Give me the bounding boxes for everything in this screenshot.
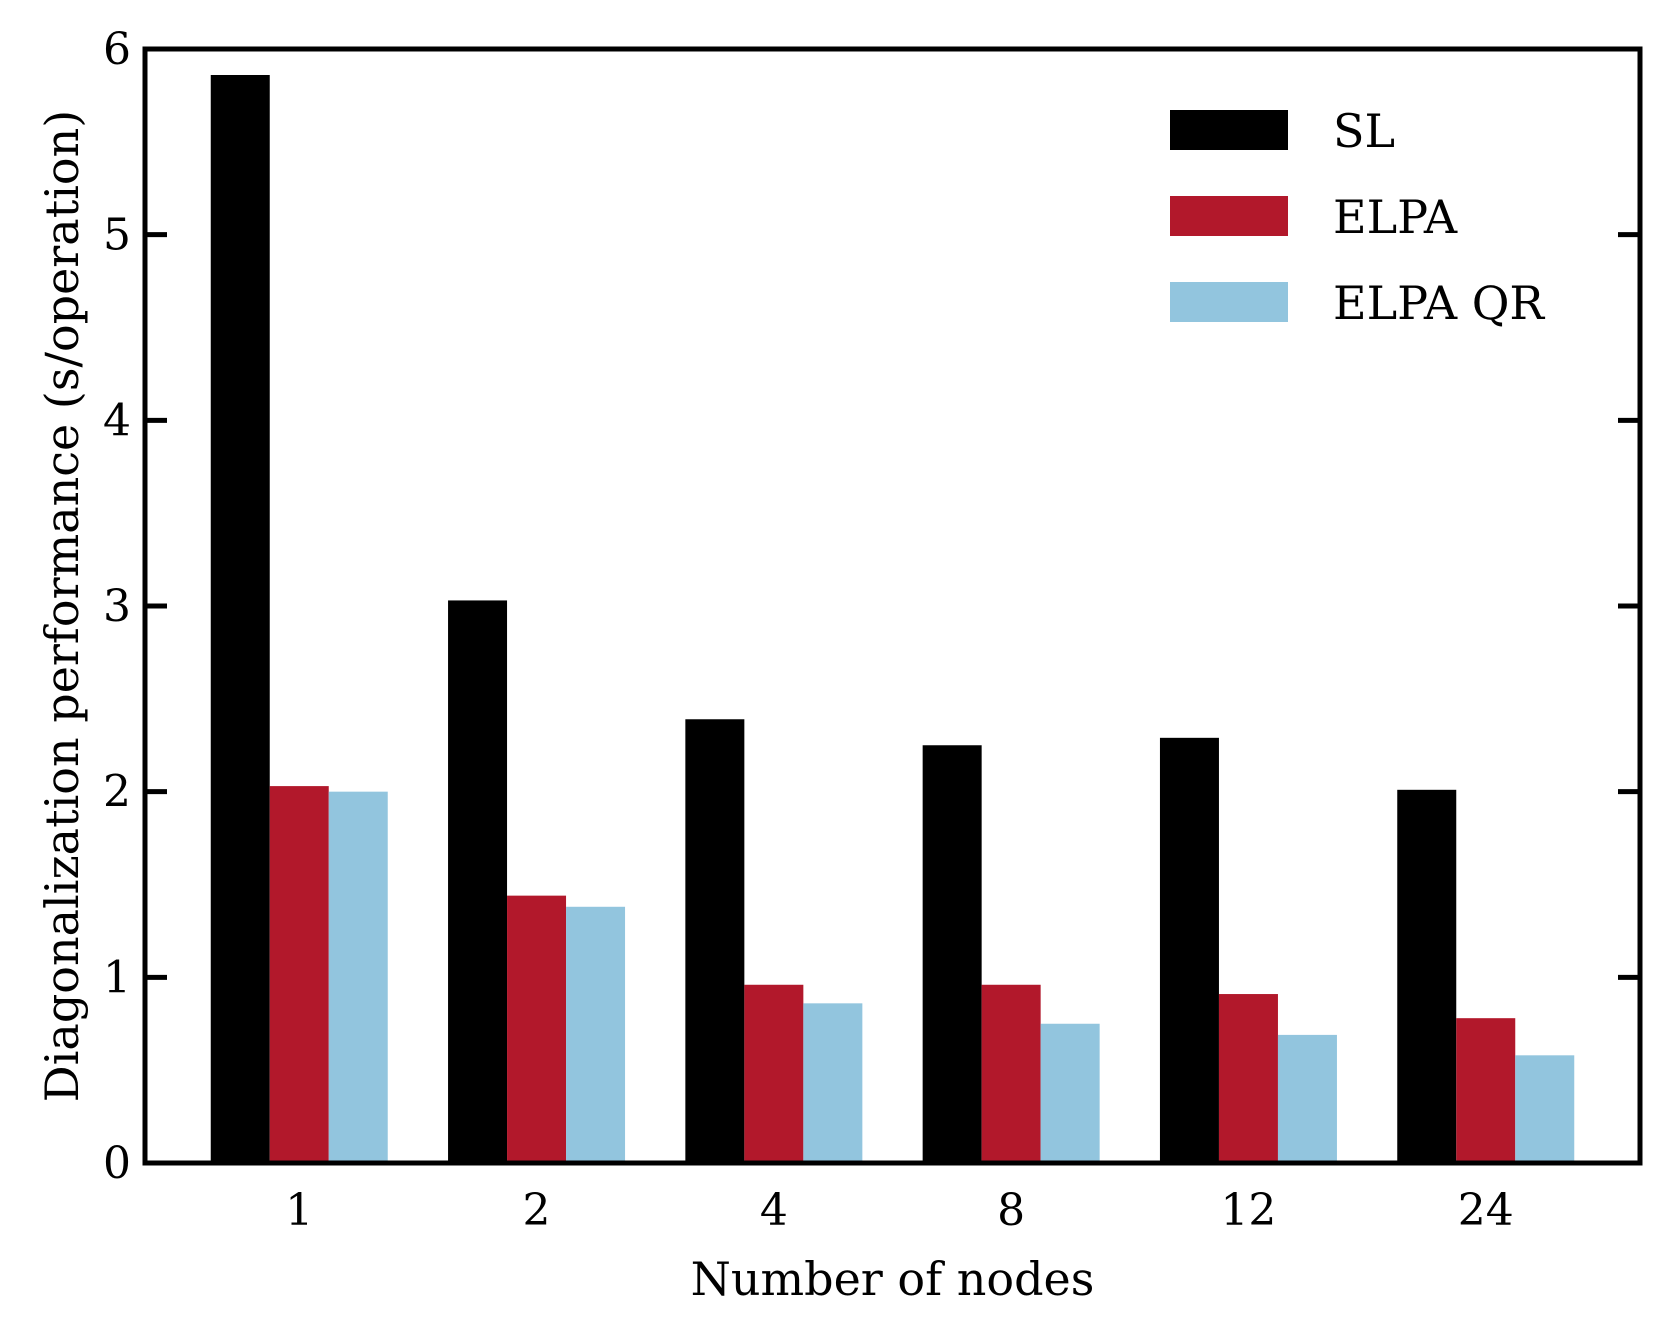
bar-sl-4 — [685, 719, 745, 1163]
legend-swatch-elpa-qr — [1170, 282, 1288, 322]
y-tick-label-5: 5 — [103, 210, 131, 261]
legend-label-sl: SL — [1333, 104, 1395, 158]
x-tick-label-4: 4 — [760, 1185, 788, 1236]
x-tick-label-12: 12 — [1220, 1185, 1276, 1236]
bar-sl-24 — [1397, 789, 1457, 1163]
legend-swatch-sl — [1170, 110, 1288, 150]
bar-sl-2 — [448, 600, 508, 1163]
bar-elpa-qr-12 — [1277, 1034, 1337, 1163]
legend-swatch-elpa — [1170, 196, 1288, 236]
bar-elpa-2 — [507, 895, 567, 1163]
bar-elpa-qr-4 — [803, 1003, 863, 1163]
y-axis-label: Diagonalization performance (s/operation… — [35, 110, 89, 1102]
x-tick-label-24: 24 — [1458, 1185, 1514, 1236]
bar-elpa-8 — [981, 984, 1041, 1163]
y-tick-label-3: 3 — [103, 581, 131, 632]
bar-elpa-qr-2 — [566, 906, 626, 1163]
bars-group — [210, 74, 1575, 1164]
legend-label-elpa: ELPA — [1333, 190, 1458, 244]
y-tick-label-4: 4 — [103, 395, 131, 446]
bar-elpa-qr-24 — [1515, 1055, 1575, 1163]
bar-elpa-12 — [1218, 994, 1278, 1163]
y-tick-label-6: 6 — [103, 24, 131, 75]
y-tick-label-2: 2 — [103, 767, 131, 818]
bar-elpa-qr-8 — [1040, 1023, 1100, 1163]
bar-sl-1 — [210, 74, 270, 1164]
x-tick-label-2: 2 — [523, 1185, 551, 1236]
x-tick-label-1: 1 — [285, 1185, 313, 1236]
legend: SL ELPA ELPA QR — [1170, 104, 1545, 330]
bar-elpa-1 — [269, 786, 329, 1163]
legend-label-elpa-qr: ELPA QR — [1333, 276, 1545, 330]
y-tick-label-0: 0 — [103, 1138, 131, 1189]
bar-sl-12 — [1159, 737, 1219, 1163]
bar-elpa-4 — [744, 984, 804, 1163]
plot-frame — [142, 46, 1643, 1166]
y-tick-label-1: 1 — [103, 952, 131, 1003]
bar-sl-8 — [922, 745, 982, 1163]
x-tick-label-8: 8 — [997, 1185, 1025, 1236]
bar-elpa-qr-1 — [328, 791, 388, 1163]
x-axis-label: Number of nodes — [691, 1252, 1095, 1306]
bar-elpa-24 — [1456, 1018, 1516, 1163]
